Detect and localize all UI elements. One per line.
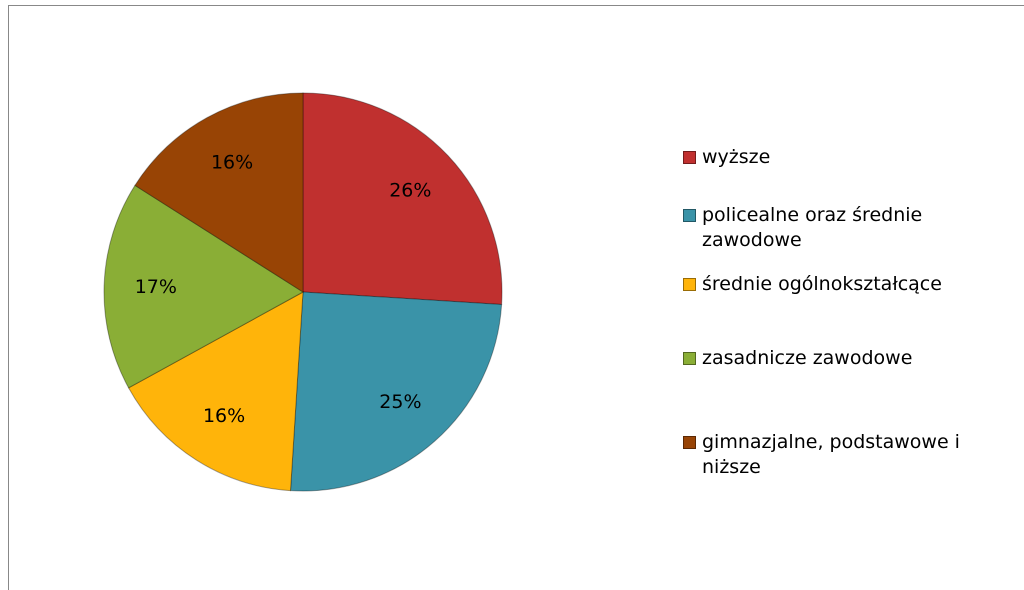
legend-item: średnie ogólnokształcące — [683, 272, 1013, 297]
legend-item: policealne oraz średnie zawodowe — [683, 203, 1013, 253]
data-label: 26% — [389, 180, 431, 202]
legend-label: zasadnicze zawodowe — [702, 347, 913, 369]
legend-label: średnie ogólnokształcące — [702, 273, 942, 295]
pie-slice — [134, 92, 304, 293]
data-label: 16% — [211, 151, 253, 173]
legend-label: wyższe — [702, 146, 771, 168]
legend-swatch — [683, 352, 696, 365]
legend-swatch — [683, 278, 696, 291]
legend-swatch — [683, 209, 696, 222]
legend-item: zasadnicze zawodowe — [683, 346, 1013, 371]
legend-swatch — [683, 436, 696, 449]
pie-slice — [302, 92, 503, 306]
frame — [8, 5, 1024, 590]
legend-swatch — [683, 151, 696, 164]
data-label: 17% — [135, 276, 177, 298]
legend-item: wyższe — [683, 145, 1013, 170]
pie-slice — [103, 184, 304, 389]
legend-label: gimnazjalne, podstawowe i niższe — [702, 431, 960, 478]
data-label: 16% — [203, 405, 245, 427]
pie-slice — [289, 291, 503, 492]
pie-slice — [127, 291, 304, 492]
legend-item: gimnazjalne, podstawowe i niższe — [683, 430, 1013, 480]
legend-label: policealne oraz średnie zawodowe — [702, 204, 923, 251]
data-label: 25% — [379, 391, 421, 413]
